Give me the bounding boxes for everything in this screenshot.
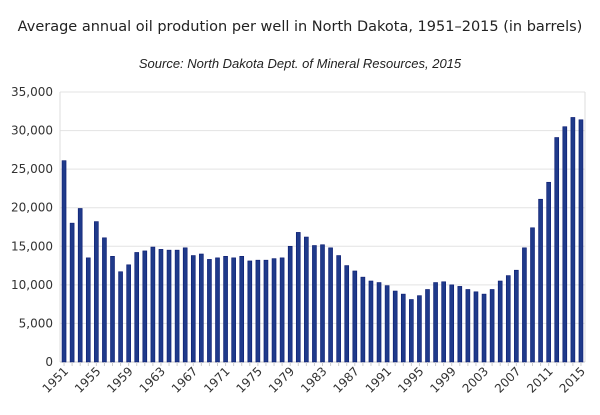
bar-1998 [441, 281, 446, 363]
bar-1952 [69, 222, 75, 363]
bar-1992 [392, 290, 398, 363]
chart-subtitle: Source: North Dakota Dept. of Mineral Re… [138, 56, 462, 71]
bar-2002 [473, 291, 479, 363]
bar-1962 [150, 246, 156, 363]
bar-1988 [360, 276, 366, 363]
bar-2015 [578, 119, 584, 363]
bar-2008 [522, 247, 527, 363]
bar-1983 [320, 244, 325, 363]
bar-2010 [538, 198, 543, 363]
bar-1966 [182, 247, 188, 363]
bar-1955 [94, 221, 99, 363]
bar-1999 [449, 284, 455, 363]
bar-1967 [190, 255, 196, 363]
bar-1978 [279, 257, 285, 363]
bar-1995 [417, 295, 422, 363]
x-tick-label: 1995 [395, 364, 426, 395]
x-tick-label: 1955 [72, 364, 103, 395]
bar-1994 [409, 299, 414, 363]
bar-1977 [271, 258, 277, 363]
bar-1954 [85, 257, 91, 363]
bar-1990 [376, 282, 382, 363]
bar-1959 [126, 264, 131, 363]
bar-2011 [546, 181, 551, 363]
bar-1991 [384, 285, 390, 363]
bar-1979 [287, 245, 293, 363]
bar-1951 [61, 160, 67, 363]
y-tick-label: 0 [45, 355, 53, 369]
bar-2014 [570, 117, 576, 363]
bar-1960 [134, 252, 140, 363]
bar-1973 [239, 256, 245, 363]
bar-2003 [481, 293, 487, 363]
bar-1987 [352, 270, 358, 363]
bar-1974 [247, 260, 253, 363]
bar-1968 [199, 253, 204, 363]
x-tick-label: 1971 [201, 364, 232, 395]
bar-1964 [166, 249, 172, 363]
y-tick-label: 5,000 [19, 316, 53, 330]
bar-1986 [344, 265, 350, 363]
bar-2006 [505, 275, 511, 363]
bar-2001 [465, 289, 471, 363]
y-tick-label: 20,000 [11, 201, 53, 215]
bar-1958 [118, 271, 123, 363]
bar-1957 [110, 256, 115, 363]
bar-1976 [263, 259, 269, 363]
bar-1975 [255, 259, 261, 363]
bar-2007 [514, 269, 519, 363]
bar-1970 [215, 257, 220, 363]
bar-1993 [400, 293, 406, 363]
bar-1996 [425, 289, 430, 363]
bar-1956 [102, 237, 107, 363]
bar-1981 [304, 236, 309, 363]
chart-title: Average annual oil prodution per well in… [17, 19, 583, 35]
bar-1971 [223, 256, 228, 363]
x-tick-label: 2011 [524, 364, 555, 395]
x-tick-label: 1975 [234, 364, 265, 395]
y-tick-label: 30,000 [11, 124, 53, 138]
x-tick-label: 1999 [427, 364, 458, 395]
bar-2012 [554, 137, 560, 363]
bar-1984 [328, 247, 333, 363]
bar-1965 [174, 249, 180, 363]
bar-1997 [433, 282, 438, 363]
bar-1953 [77, 208, 83, 363]
y-tick-label: 15,000 [11, 239, 53, 253]
bar-1969 [207, 259, 212, 363]
bar-1985 [336, 255, 341, 363]
bar-1982 [312, 245, 317, 363]
y-tick-label: 25,000 [11, 162, 53, 176]
bar-1989 [368, 280, 374, 363]
y-tick-label: 35,000 [11, 85, 53, 99]
x-tick-label: 2007 [492, 364, 523, 395]
bar-2009 [530, 227, 535, 363]
bar-1963 [158, 249, 164, 363]
x-tick-label: 2015 [557, 364, 588, 395]
x-tick-label: 1987 [330, 364, 361, 395]
x-tick-label: 1959 [104, 364, 135, 395]
x-tick-label: 1967 [169, 364, 200, 395]
bar-2004 [489, 289, 495, 363]
bar-2013 [562, 126, 568, 363]
bar-2005 [497, 280, 503, 363]
bar-1972 [231, 257, 236, 363]
bar-2000 [457, 286, 463, 363]
bar-1961 [142, 250, 148, 363]
x-tick-label: 1991 [363, 364, 394, 395]
x-tick-label: 1983 [298, 364, 329, 395]
y-tick-label: 10,000 [11, 278, 53, 292]
x-tick-label: 1979 [266, 364, 297, 395]
bar-1980 [295, 232, 301, 363]
x-tick-label: 2003 [460, 364, 491, 395]
x-tick-label: 1963 [137, 364, 168, 395]
